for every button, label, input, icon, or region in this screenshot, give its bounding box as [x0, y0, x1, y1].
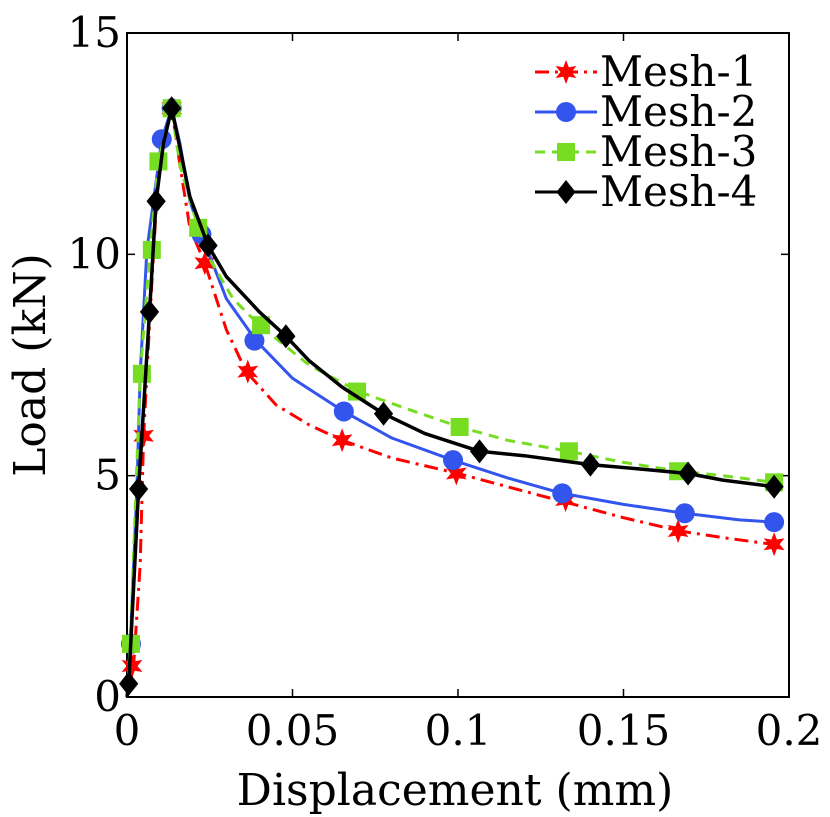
legend-label-mesh-3: Mesh-3: [600, 127, 757, 176]
data-point-mesh-1: [446, 461, 467, 486]
data-point-mesh-4: [198, 233, 218, 258]
legend-label-mesh-2: Mesh-2: [600, 87, 757, 136]
data-point-mesh-3: [559, 442, 578, 461]
x-tick-label: 0.05: [246, 706, 340, 755]
data-point-mesh-1: [667, 519, 689, 543]
data-point-mesh-4: [580, 452, 600, 477]
series-mesh-4: [119, 96, 784, 698]
legend-label-mesh-1: Mesh-1: [600, 47, 757, 96]
data-point-mesh-1: [194, 251, 216, 276]
data-point-mesh-2: [674, 503, 695, 524]
x-tick-label: 0.1: [425, 706, 492, 755]
legend-item-mesh-2: Mesh-2: [535, 87, 757, 136]
legend-label-mesh-4: Mesh-4: [600, 167, 757, 216]
y-tick-label: 5: [94, 451, 121, 500]
data-point-mesh-4: [764, 474, 784, 499]
data-point-mesh-1: [237, 359, 259, 384]
x-tick-label: 0.2: [756, 706, 823, 755]
plot-area: [126, 32, 790, 698]
data-point-mesh-2: [443, 450, 464, 471]
y-tick-label: 10: [68, 229, 121, 278]
y-tick-label: 0: [94, 672, 121, 721]
data-point-mesh-3: [348, 382, 367, 401]
data-point-mesh-2: [764, 512, 785, 533]
data-point-mesh-4: [373, 401, 394, 426]
data-point-mesh-4: [276, 324, 296, 349]
x-axis-title: Displacement (mm): [237, 765, 674, 816]
legend-item-mesh-1: Mesh-1: [535, 47, 757, 96]
data-point-mesh-4: [128, 476, 149, 501]
data-point-mesh-3: [450, 417, 469, 436]
legend-item-mesh-3: Mesh-3: [535, 127, 757, 176]
legend-marker-mesh-1: [555, 60, 577, 84]
data-point-mesh-4: [162, 96, 182, 121]
data-point-mesh-4: [146, 189, 166, 214]
x-tick-label: 0: [114, 706, 141, 755]
data-point-mesh-1: [331, 428, 353, 453]
data-point-mesh-3: [132, 364, 151, 383]
legend-item-mesh-4: Mesh-4: [535, 167, 757, 216]
data-point-mesh-2: [244, 330, 265, 351]
y-axis-title: Load (kN): [5, 253, 56, 477]
y-tick-label: 15: [68, 8, 121, 57]
data-point-mesh-4: [119, 671, 139, 696]
data-point-mesh-2: [552, 483, 573, 504]
legend-marker-mesh-4: [556, 180, 576, 204]
x-tick-label: 0.15: [577, 706, 671, 755]
series-line-mesh-3: [125, 106, 775, 698]
series-line-mesh-2: [125, 106, 775, 698]
data-point-mesh-3: [149, 152, 168, 171]
legend-marker-mesh-2: [556, 102, 576, 122]
data-point-mesh-1: [763, 532, 785, 557]
data-point-mesh-1: [121, 654, 143, 678]
data-point-mesh-4: [469, 439, 490, 464]
data-point-mesh-4: [139, 299, 160, 324]
data-point-mesh-3: [252, 316, 271, 335]
data-point-mesh-4: [678, 461, 698, 486]
data-point-mesh-2: [333, 401, 354, 422]
legend-marker-mesh-3: [557, 143, 575, 161]
